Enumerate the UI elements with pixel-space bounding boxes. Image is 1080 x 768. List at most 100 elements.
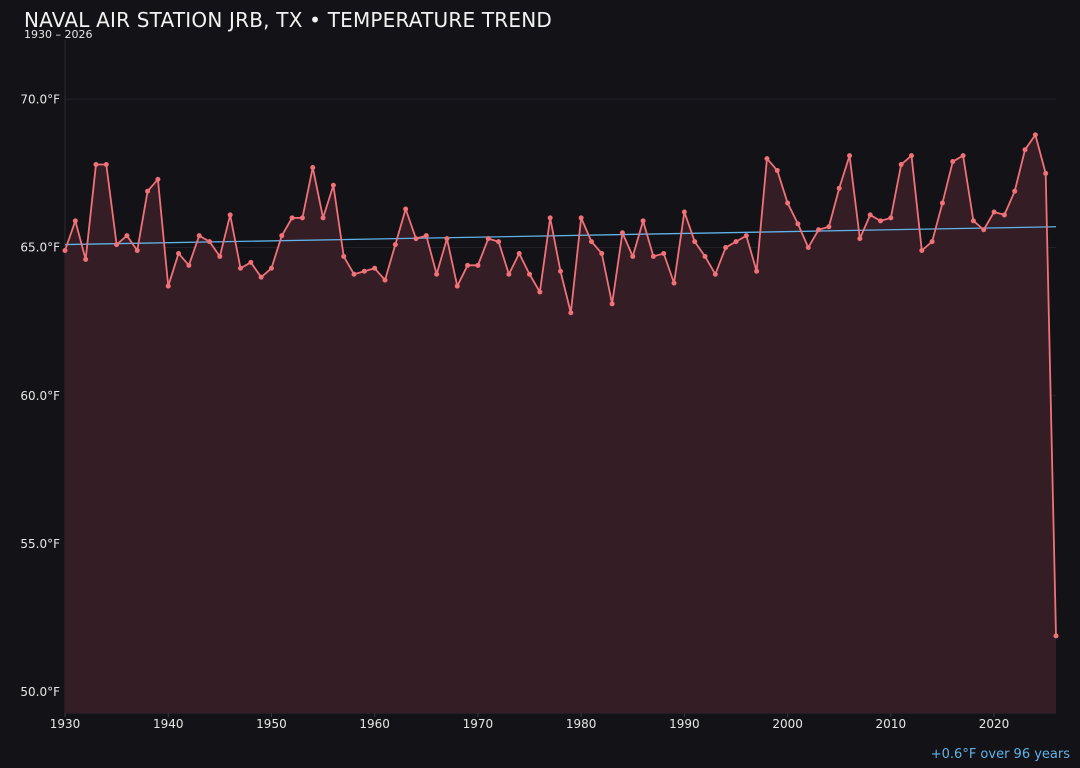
data-point [671, 280, 677, 286]
data-point [237, 265, 243, 271]
x-tick-label: 1980 [566, 717, 597, 731]
series-area [65, 134, 1056, 713]
data-point [558, 268, 563, 274]
data-point [1022, 147, 1028, 153]
data-point [465, 262, 471, 268]
data-point [62, 247, 68, 253]
y-tick-label: 50.0°F [20, 685, 60, 699]
data-point [372, 265, 378, 271]
data-point [227, 212, 233, 218]
data-point [878, 218, 884, 224]
data-point [650, 253, 656, 259]
data-point [764, 156, 770, 162]
data-point [991, 209, 997, 215]
data-point [289, 215, 295, 221]
data-point [207, 239, 213, 245]
data-point [754, 268, 760, 274]
x-tick-label: 2000 [772, 717, 803, 731]
data-point [248, 259, 254, 265]
data-point [619, 230, 625, 236]
data-point [320, 215, 326, 221]
data-point [351, 271, 357, 277]
data-point [454, 283, 460, 289]
data-point [434, 271, 440, 277]
data-point [392, 242, 398, 248]
data-point [640, 218, 646, 224]
data-point [939, 200, 945, 206]
data-point [547, 215, 553, 221]
data-point [1043, 170, 1049, 176]
data-point [568, 310, 574, 316]
data-point [723, 245, 729, 251]
data-point [805, 245, 811, 251]
y-tick-label: 60.0°F [20, 389, 60, 403]
data-point [516, 250, 522, 256]
y-tick-label: 55.0°F [20, 537, 60, 551]
data-point [496, 239, 502, 245]
x-tick-label: 2020 [979, 717, 1010, 731]
trend-summary: +0.6°F over 96 years [930, 747, 1070, 762]
data-point [774, 167, 780, 173]
trend-line [64, 226, 1057, 246]
data-point [847, 153, 853, 159]
data-point [857, 236, 863, 242]
data-point [950, 159, 956, 165]
x-tick-label: 1990 [669, 717, 700, 731]
data-point [929, 239, 935, 245]
data-point [124, 233, 130, 239]
data-point [599, 250, 605, 256]
data-point [836, 185, 842, 191]
data-point [279, 233, 285, 239]
data-point [919, 247, 925, 253]
data-point [196, 233, 202, 239]
data-point [341, 253, 347, 259]
data-point [527, 271, 533, 277]
data-point [795, 221, 801, 227]
data-point [733, 239, 739, 245]
data-point [1053, 633, 1059, 639]
data-point [785, 200, 791, 206]
data-point [816, 227, 822, 233]
x-tick-label: 1950 [256, 717, 287, 731]
data-point [299, 215, 305, 221]
x-tick-label: 1940 [153, 717, 184, 731]
data-point [702, 253, 708, 259]
data-point [692, 239, 698, 245]
data-point [176, 250, 182, 256]
x-tick-label: 1970 [463, 717, 494, 731]
data-point [258, 274, 264, 280]
data-point [423, 233, 429, 239]
x-tick-label: 1930 [50, 717, 81, 731]
data-point [681, 209, 687, 215]
data-point [361, 268, 367, 274]
data-point [630, 253, 636, 259]
data-point [867, 212, 873, 218]
data-point [888, 215, 894, 221]
data-point [898, 162, 904, 168]
chart-subtitle: 1930 – 2026 [24, 28, 93, 41]
x-tick-label: 2010 [876, 717, 907, 731]
data-point [403, 206, 409, 212]
data-point [485, 236, 491, 242]
data-point [310, 164, 316, 170]
data-point [537, 289, 543, 295]
data-point [103, 162, 109, 168]
data-point [145, 188, 151, 194]
data-point [330, 182, 336, 188]
data-point [217, 253, 223, 259]
data-point [93, 162, 99, 168]
data-point [960, 153, 966, 159]
data-point [981, 227, 987, 233]
data-point [506, 271, 512, 277]
data-point [413, 236, 419, 242]
data-point [134, 247, 140, 253]
data-point [970, 218, 976, 224]
data-point [475, 262, 481, 268]
chart-title: NAVAL AIR STATION JRB, TX • TEMPERATURE … [24, 8, 552, 32]
data-point [743, 233, 749, 239]
data-point [1032, 132, 1038, 138]
y-tick-label: 65.0°F [20, 241, 60, 255]
data-point [609, 301, 615, 307]
x-tick-label: 1960 [359, 717, 390, 731]
